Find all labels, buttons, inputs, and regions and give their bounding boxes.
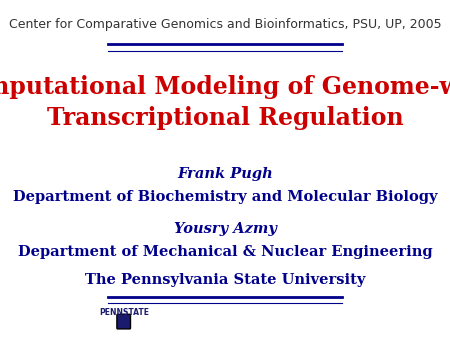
Text: Department of Biochemistry and Molecular Biology: Department of Biochemistry and Molecular…	[13, 190, 437, 204]
Text: Computational Modeling of Genome-wide
Transcriptional Regulation: Computational Modeling of Genome-wide Tr…	[0, 75, 450, 130]
Text: Department of Mechanical & Nuclear Engineering: Department of Mechanical & Nuclear Engin…	[18, 245, 432, 259]
Text: PENNSTATE: PENNSTATE	[99, 308, 149, 317]
Text: Center for Comparative Genomics and Bioinformatics, PSU, UP, 2005: Center for Comparative Genomics and Bioi…	[9, 18, 441, 31]
FancyBboxPatch shape	[117, 314, 130, 329]
Text: The Pennsylvania State University: The Pennsylvania State University	[85, 273, 365, 287]
Text: Frank Pugh: Frank Pugh	[177, 167, 273, 181]
Text: Yousry Azmy: Yousry Azmy	[174, 222, 276, 236]
